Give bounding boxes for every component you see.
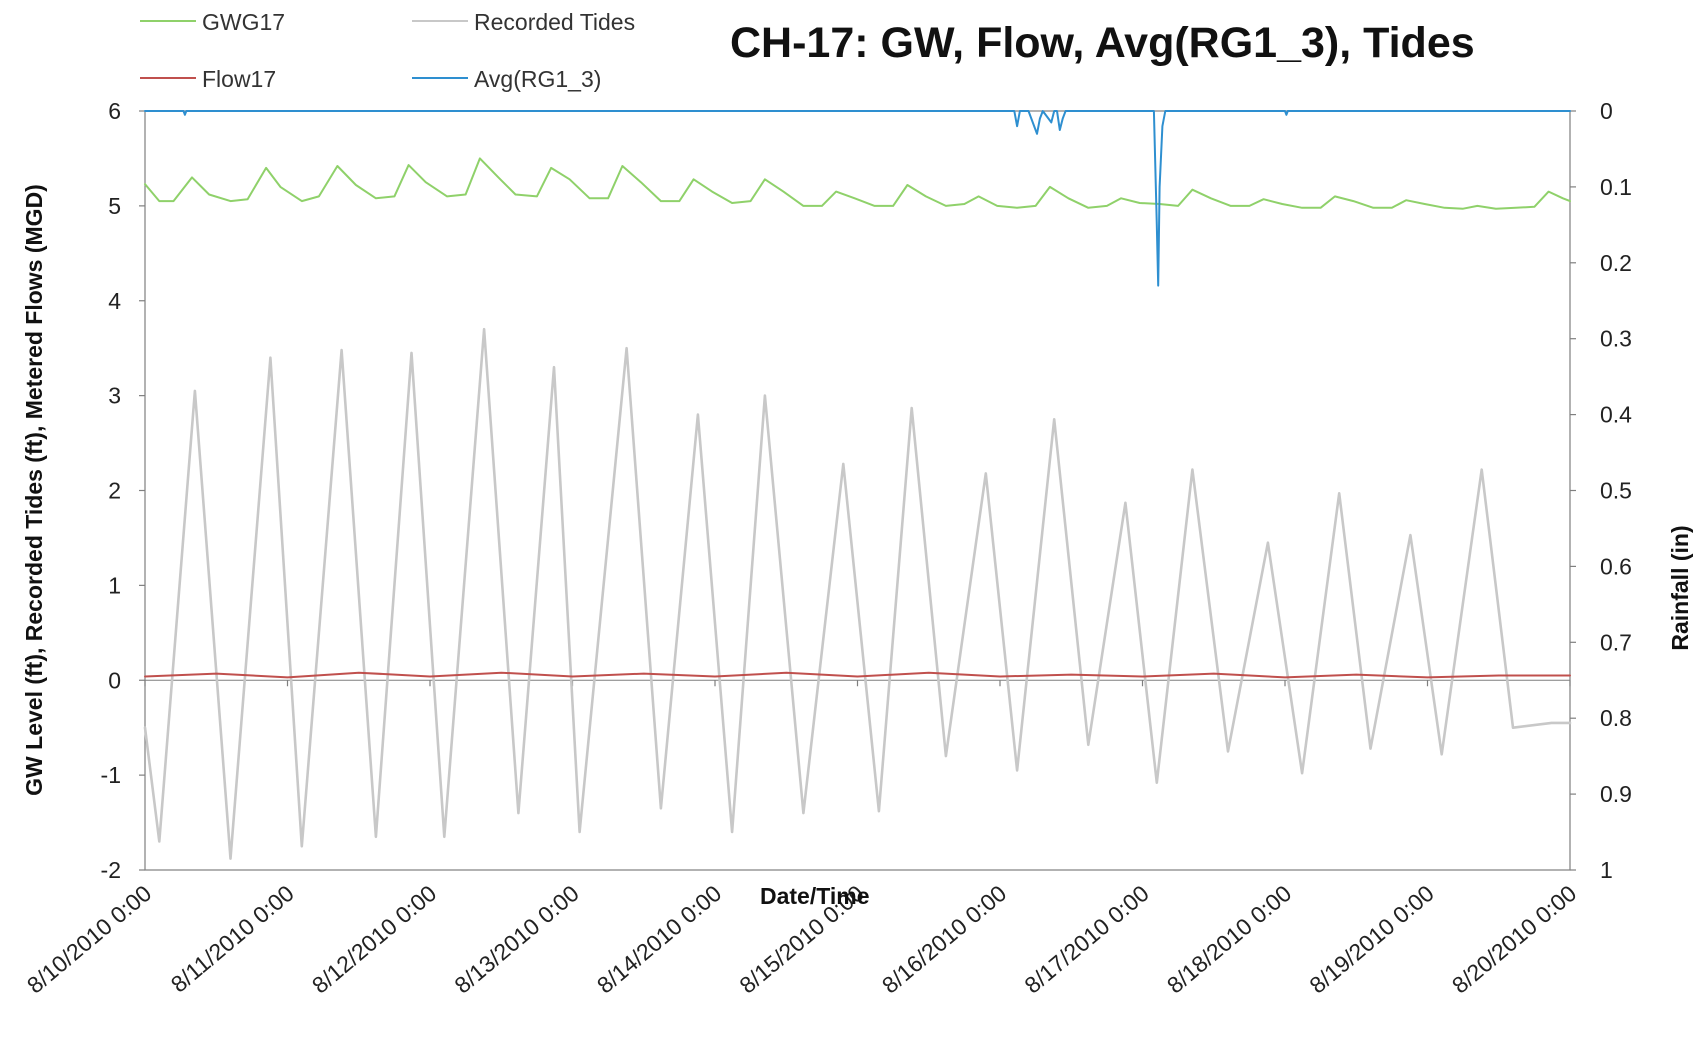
series-line-flow17 <box>144 671 1571 679</box>
x-axis-title: Date/Time <box>760 883 870 909</box>
x-tick-label: 8/10/2010 0:00 <box>22 880 156 999</box>
y-tick-label: 6 <box>108 98 121 124</box>
x-tick-label: 8/14/2010 0:00 <box>592 880 726 999</box>
y-axis-title: GW Level (ft), Recorded Tides (ft), Mete… <box>21 184 47 796</box>
y2-tick-label: 1 <box>1600 857 1613 883</box>
series-line-recorded-tides <box>143 327 1572 860</box>
y2-tick-label: 0.7 <box>1600 629 1632 655</box>
series-layer <box>143 110 1572 860</box>
y2-tick-label: 0.5 <box>1600 478 1632 504</box>
legend: GWG17 Recorded Tides Flow17 Avg(RG1_3) <box>140 9 635 92</box>
y2-tick-label: 0.6 <box>1600 553 1632 579</box>
y2-tick-label: 0.1 <box>1600 174 1632 200</box>
y2-axis-title: Rainfall (in) <box>1667 525 1693 650</box>
y2-tick-label: 0.3 <box>1600 326 1632 352</box>
y-tick-label: 1 <box>108 572 121 598</box>
y-tick-label: 0 <box>108 667 121 693</box>
y-tick-label: 3 <box>108 383 121 409</box>
x-tick-label: 8/12/2010 0:00 <box>307 880 441 999</box>
x-tick-label: 8/20/2010 0:00 <box>1447 880 1581 999</box>
series-line-gwg17 <box>144 157 1571 210</box>
y2-tick-label: 0.9 <box>1600 781 1632 807</box>
x-tick-label: 8/11/2010 0:00 <box>166 880 299 997</box>
x-tick-label: 8/18/2010 0:00 <box>1162 880 1296 999</box>
x-axis: 8/10/2010 0:00 8/11/2010 0:00 8/12/2010 0:… <box>22 679 1581 999</box>
legend-label-recorded-tides: Recorded Tides <box>474 9 635 35</box>
y-axis-right: 0 0.1 0.2 0.3 0.4 0.5 0.6 0.7 0.8 0.9 1 <box>1570 98 1632 883</box>
y2-tick-label: 0.2 <box>1600 250 1632 276</box>
y-tick-label: -2 <box>101 857 121 883</box>
y2-tick-label: 0.8 <box>1600 705 1632 731</box>
chart-title: CH-17: GW, Flow, Avg(RG1_3), Tides <box>730 19 1475 67</box>
y-tick-label: 2 <box>108 478 121 504</box>
legend-label-flow17: Flow17 <box>202 66 276 92</box>
y-tick-label: -1 <box>101 762 121 788</box>
y2-tick-label: 0 <box>1600 98 1613 124</box>
y-tick-label: 5 <box>108 193 121 219</box>
legend-label-gwg17: GWG17 <box>202 9 285 35</box>
legend-label-avg-rg1-3: Avg(RG1_3) <box>474 66 601 92</box>
x-tick-label: 8/16/2010 0:00 <box>877 880 1011 999</box>
x-tick-label: 8/17/2010 0:00 <box>1019 880 1153 999</box>
y-axis-left: -2 -1 0 1 2 3 4 5 6 <box>101 98 145 883</box>
plot-area <box>144 110 1571 871</box>
x-tick-label: 8/13/2010 0:00 <box>449 880 583 999</box>
series-line-avg-rg1-3 <box>144 110 1571 287</box>
y2-tick-label: 0.4 <box>1600 402 1632 428</box>
x-tick-label: 8/19/2010 0:00 <box>1304 880 1438 999</box>
y-tick-label: 4 <box>108 288 121 314</box>
